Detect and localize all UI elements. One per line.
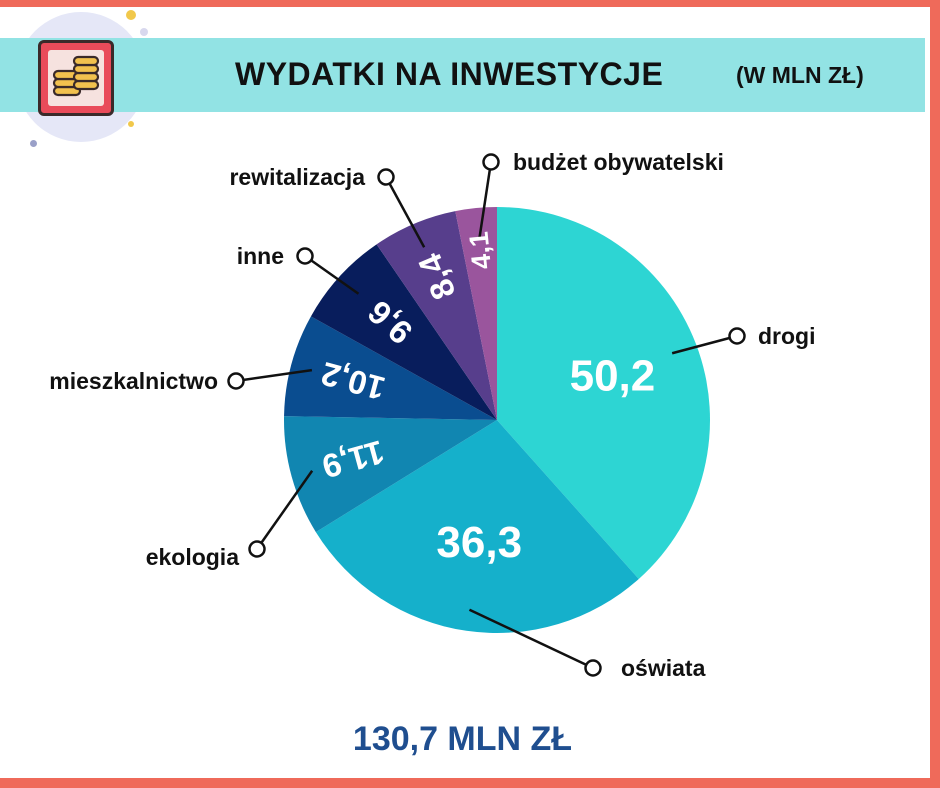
leader-line-budzet-obywatelski	[477, 161, 493, 241]
pie-slice-oswiata	[315, 420, 639, 633]
category-label-drogi: drogi	[758, 323, 816, 349]
leader-line-ekologia	[255, 470, 314, 550]
decor-dot	[30, 140, 37, 147]
leader-dot-inne	[296, 247, 314, 265]
pie-slice-rewitalizacja	[376, 211, 497, 420]
category-label-inne: inne	[237, 243, 284, 269]
value-label-drogi: 50,2	[570, 351, 656, 400]
leader-dot-oswiata	[584, 659, 602, 677]
category-label-mieszkalnictwo: mieszkalnictwo	[49, 368, 218, 394]
leader-line-oswiata	[468, 608, 594, 670]
pie-slice-inne	[310, 244, 497, 420]
category-label-budzet-obywatelski: budżet obywatelski	[513, 149, 724, 175]
category-label-rewitalizacja: rewitalizacja	[229, 164, 365, 190]
leader-line-inne	[304, 254, 360, 295]
pie-slice-ekologia	[283, 416, 497, 533]
leader-line-rewitalizacja	[384, 176, 426, 248]
pie-chart: 50,236,311,910,29,68,4 4,1 drogioświataek…	[49, 149, 816, 681]
leader-dot-drogi	[728, 327, 746, 345]
pie-slice-drogi	[497, 207, 710, 579]
category-label-ekologia: ekologia	[146, 544, 240, 570]
value-label-budzet-obywatelski: 4,1	[463, 230, 497, 270]
coins-icon	[38, 40, 114, 116]
pie-slice-mieszkalnictwo	[284, 316, 497, 420]
chart-subtitle: (W MLN ZŁ)	[736, 62, 864, 88]
decor-dot	[126, 10, 136, 20]
category-label-oswiata: oświata	[621, 655, 706, 681]
leader-dot-mieszkalnictwo	[227, 372, 245, 390]
leader-dot-ekologia	[248, 540, 266, 558]
total-amount: 130,7 MLN ZŁ	[352, 720, 573, 758]
title-band	[0, 38, 925, 112]
value-label-oswiata: 36,3	[436, 518, 522, 567]
decor-dot	[140, 28, 148, 36]
decor-dot	[128, 121, 134, 127]
leader-dot-rewitalizacja	[377, 168, 395, 186]
leader-dot-budzet-obywatelski	[482, 153, 500, 171]
pie-slice-budzet-obywatelski	[455, 207, 497, 420]
leader-line-mieszkalnictwo	[235, 368, 313, 383]
leader-line-drogi	[671, 334, 738, 355]
chart-title: WYDATKI NA INWESTYCJE	[235, 56, 664, 92]
